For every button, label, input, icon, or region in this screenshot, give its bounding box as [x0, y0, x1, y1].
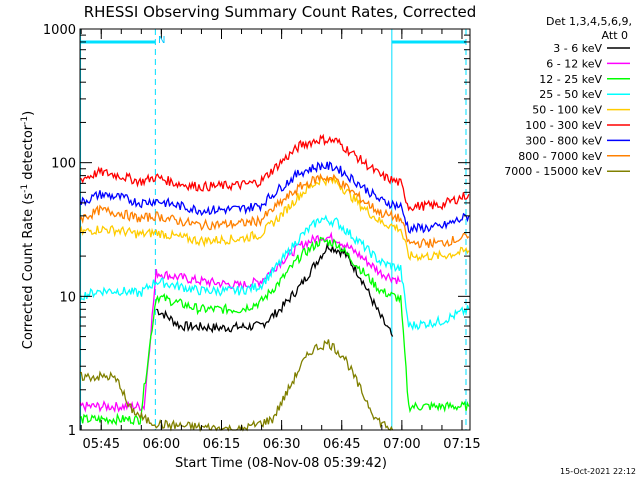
legend-entry-label: 6 - 12 keV [546, 57, 602, 70]
y-tick-label: 100 [51, 157, 76, 172]
y-tick-label: 1000 [43, 23, 76, 38]
legend-entry-label: 300 - 800 keV [525, 134, 602, 147]
series-line [156, 242, 394, 337]
series-line [79, 214, 470, 332]
legend-entry-label: 7000 - 15000 keV [504, 165, 602, 178]
legend-entry-label: 25 - 50 keV [539, 88, 602, 101]
x-axis: 05:45 06:00 06:15 06:30 06:45 07:00 07:15 [80, 29, 481, 452]
series-line [79, 339, 394, 433]
svg-text:Corrected Count Rate (s-1 dete: Corrected Count Rate (s-1 detector-1) [20, 111, 36, 349]
x-tick-label: 07:00 [383, 437, 420, 452]
x-tick-label: 07:15 [443, 437, 480, 452]
y-tick-label: 10 [59, 290, 76, 305]
series-line [79, 231, 401, 414]
x-tick-label: 06:00 [143, 437, 180, 452]
x-tick-label: 06:15 [203, 437, 240, 452]
y-tick-label: 1 [68, 424, 76, 439]
plot-area [79, 29, 470, 433]
legend-entry-label: 100 - 300 keV [525, 119, 602, 132]
legend-entry-label: 12 - 25 keV [539, 73, 602, 86]
legend-entry-label: 800 - 7000 keV [518, 150, 602, 163]
series-line [79, 133, 470, 212]
marker-n-label: N [158, 35, 165, 46]
x-tick-label: 06:30 [263, 437, 300, 452]
legend-header-line-2: Att 0 [602, 29, 628, 42]
x-tick-label: 05:45 [83, 437, 120, 452]
y-axis-label: Corrected Count Rate (s-1 detector-1) [20, 111, 36, 349]
series-line [79, 173, 470, 249]
y-axis: 1 10 100 1000 [43, 23, 470, 439]
timestamp: 15-Oct-2021 22:12 [560, 467, 636, 476]
legend-entry-label: 50 - 100 keV [532, 104, 602, 117]
x-axis-label: Start Time (08-Nov-08 05:39:42) [175, 456, 387, 471]
legend-entry-label: 3 - 6 keV [553, 42, 602, 55]
series-line [79, 236, 470, 426]
x-tick-label: 06:45 [323, 437, 360, 452]
legend-header-line-1: Det 1,3,4,5,6,9, [546, 15, 632, 28]
legend: 3 - 6 keV 6 - 12 keV 12 - 25 keV 25 - 50 ke… [504, 42, 630, 178]
series-line [79, 161, 470, 234]
chart-title: RHESSI Observing Summary Count Rates, Co… [84, 3, 477, 21]
series-line [79, 175, 470, 262]
plot-frame [79, 28, 471, 431]
